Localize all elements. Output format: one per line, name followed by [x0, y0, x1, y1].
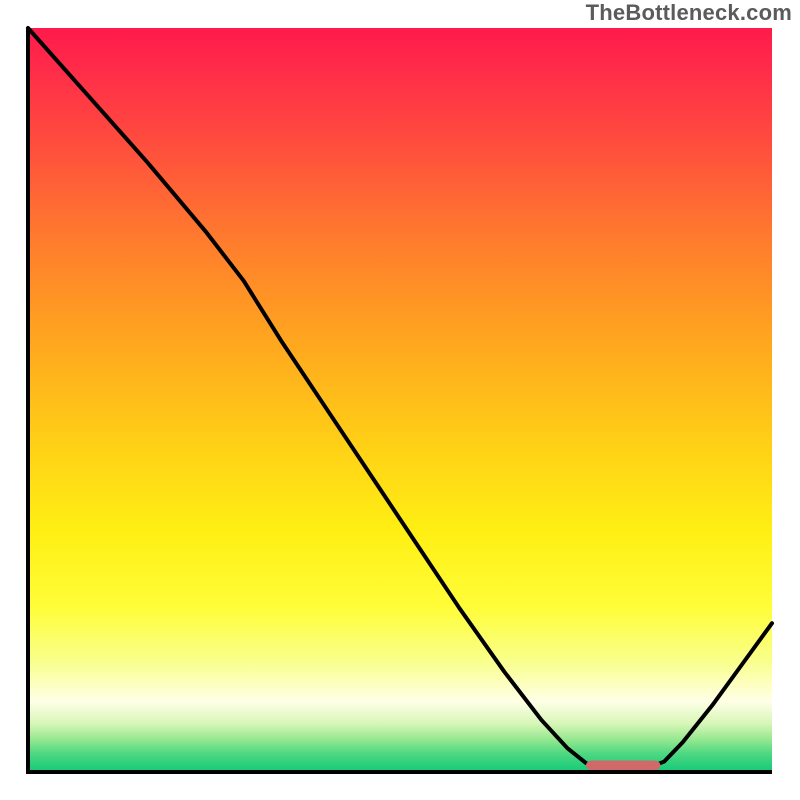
optimal-range-marker: [586, 760, 660, 770]
chart-stage: TheBottleneck.com: [0, 0, 800, 800]
plot-area: [28, 28, 772, 772]
chart-svg: [0, 0, 800, 800]
gradient-background: [28, 28, 772, 772]
watermark-text: TheBottleneck.com: [586, 0, 792, 26]
